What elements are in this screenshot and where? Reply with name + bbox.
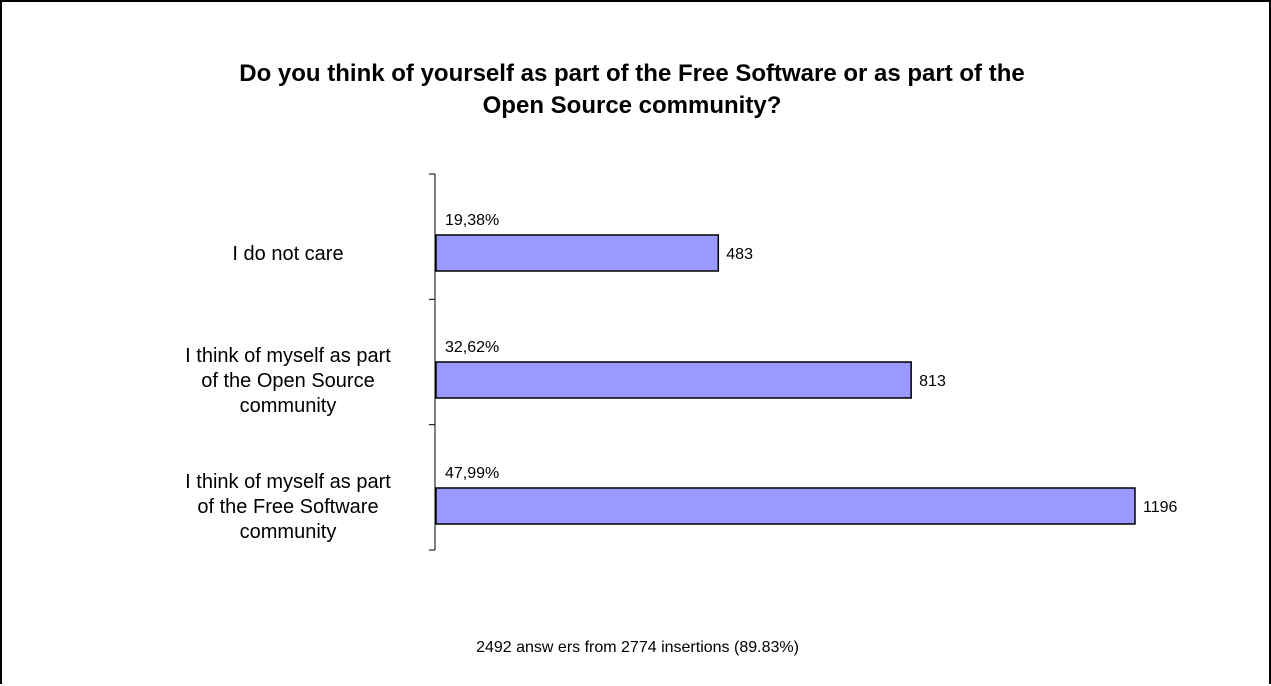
value-label-1: 483	[726, 246, 753, 263]
value-label-3: 1196	[1143, 499, 1178, 516]
chart-title: Do you think of yourself as part of the …	[239, 60, 1025, 119]
category-label-1: I do not care	[232, 243, 343, 265]
chart-footnote: 2492 answ ers from 2774 insertions (89.8…	[476, 639, 799, 656]
percent-label-3: 47,99%	[445, 465, 499, 482]
category-label-2: I think of myself as part of the Open Sou…	[185, 345, 391, 417]
bar-1	[435, 234, 720, 272]
percent-label-1: 19,38%	[445, 212, 499, 229]
value-label-2: 813	[919, 373, 946, 390]
bar-3	[435, 487, 1136, 525]
percent-label-2: 32,62%	[445, 339, 499, 356]
bar-2	[435, 361, 912, 399]
category-label-3: I think of myself as part of the Free Sof…	[185, 471, 391, 543]
